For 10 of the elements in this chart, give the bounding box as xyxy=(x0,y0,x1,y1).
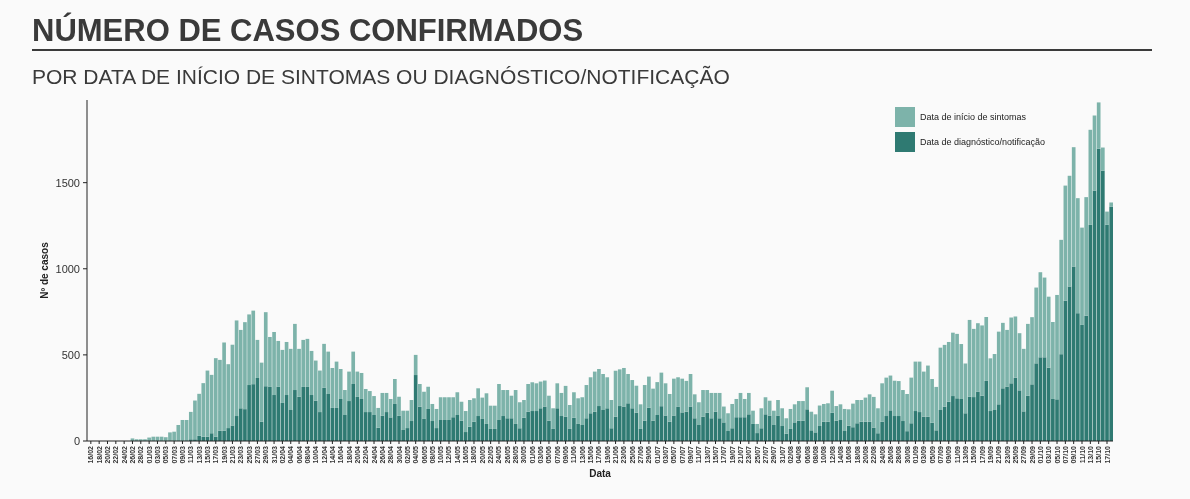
y-tick-label: 0 xyxy=(73,434,80,447)
y-tick-label: 500 xyxy=(61,348,80,361)
legend-label: Data de início de sintomas xyxy=(920,112,1027,123)
y-axis-title: Nº de casos xyxy=(39,241,50,299)
x-axis-title: Data xyxy=(589,468,612,479)
chart-subtitle: POR DATA DE INÍCIO DE SINTOMAS OU DIAGNÓSTICO/NOTIFICAÇÃO xyxy=(32,65,730,88)
y-tick-label: 1500 xyxy=(55,176,80,189)
chart-title: NÚMERO DE CASOS CONFIRMADOS xyxy=(32,12,584,48)
y-tick-label: 1000 xyxy=(55,262,80,275)
legend-label: Data de diagnóstico/notificação xyxy=(920,137,1046,148)
